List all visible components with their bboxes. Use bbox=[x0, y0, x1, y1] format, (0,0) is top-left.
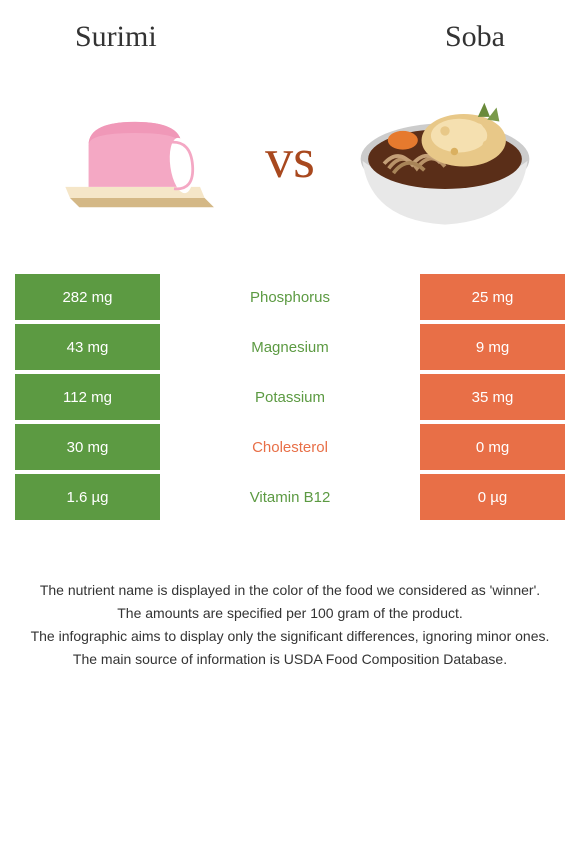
nutrient-label: Phosphorus bbox=[160, 274, 420, 320]
nutrient-row: 112 mgPotassium35 mg bbox=[15, 374, 565, 420]
footer-line: The infographic aims to display only the… bbox=[25, 626, 555, 647]
soba-image bbox=[345, 84, 545, 234]
nutrient-row: 43 mgMagnesium9 mg bbox=[15, 324, 565, 370]
nutrient-row: 30 mgCholesterol0 mg bbox=[15, 424, 565, 470]
left-value: 43 mg bbox=[15, 324, 160, 370]
left-value: 282 mg bbox=[15, 274, 160, 320]
right-value: 25 mg bbox=[420, 274, 565, 320]
right-value: 0 mg bbox=[420, 424, 565, 470]
nutrient-label: Potassium bbox=[160, 374, 420, 420]
nutrient-label: Vitamin B12 bbox=[160, 474, 420, 520]
left-value: 1.6 µg bbox=[15, 474, 160, 520]
footer-notes: The nutrient name is displayed in the co… bbox=[15, 580, 565, 670]
nutrient-row: 1.6 µgVitamin B120 µg bbox=[15, 474, 565, 520]
right-value: 35 mg bbox=[420, 374, 565, 420]
right-value: 0 µg bbox=[420, 474, 565, 520]
vs-label: vs bbox=[265, 127, 315, 191]
nutrient-row: 282 mgPhosphorus25 mg bbox=[15, 274, 565, 320]
left-value: 30 mg bbox=[15, 424, 160, 470]
footer-line: The nutrient name is displayed in the co… bbox=[25, 580, 555, 601]
surimi-image bbox=[35, 84, 235, 234]
right-food-title: Soba bbox=[445, 20, 505, 54]
left-food-title: Surimi bbox=[75, 20, 157, 54]
footer-line: The amounts are specified per 100 gram o… bbox=[25, 603, 555, 624]
nutrient-label: Magnesium bbox=[160, 324, 420, 370]
nutrient-table: 282 mgPhosphorus25 mg43 mgMagnesium9 mg1… bbox=[15, 274, 565, 520]
right-value: 9 mg bbox=[420, 324, 565, 370]
nutrient-label: Cholesterol bbox=[160, 424, 420, 470]
footer-line: The main source of information is USDA F… bbox=[25, 649, 555, 670]
left-value: 112 mg bbox=[15, 374, 160, 420]
